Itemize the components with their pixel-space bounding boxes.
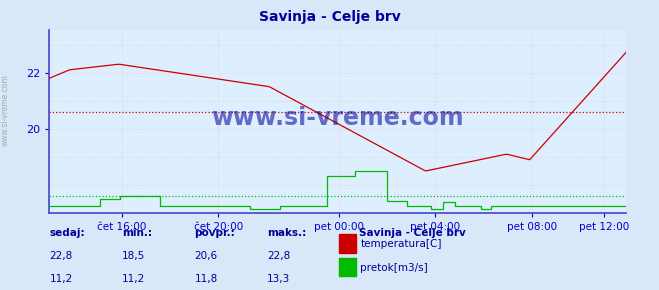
Text: pretok[m3/s]: pretok[m3/s] [360,263,428,273]
Text: 11,8: 11,8 [194,274,217,284]
Text: maks.:: maks.: [267,228,306,238]
Text: 22,8: 22,8 [267,251,290,261]
Text: 20,6: 20,6 [194,251,217,261]
Text: www.si-vreme.com: www.si-vreme.com [1,74,10,146]
Text: povpr.:: povpr.: [194,228,235,238]
Text: sedaj:: sedaj: [49,228,85,238]
Text: Savinja - Celje brv: Savinja - Celje brv [258,10,401,24]
Text: min.:: min.: [122,228,152,238]
Text: 11,2: 11,2 [122,274,145,284]
Text: 22,8: 22,8 [49,251,72,261]
Text: 13,3: 13,3 [267,274,290,284]
Text: 11,2: 11,2 [49,274,72,284]
Text: temperatura[C]: temperatura[C] [360,240,442,249]
Text: 18,5: 18,5 [122,251,145,261]
Text: www.si-vreme.com: www.si-vreme.com [212,106,464,130]
Text: Savinja - Celje brv: Savinja - Celje brv [359,228,466,238]
